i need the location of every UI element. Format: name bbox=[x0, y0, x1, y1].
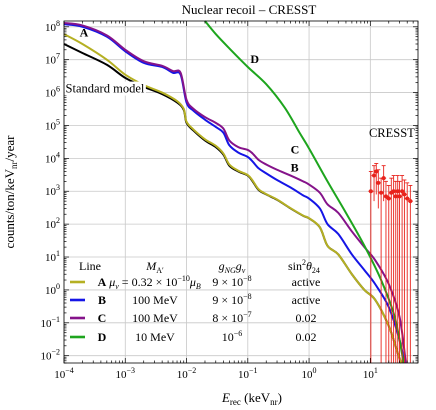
curve-label: Standard model bbox=[66, 82, 145, 96]
y-tick-label: 103 bbox=[45, 183, 60, 198]
x-tick-label: 10−1 bbox=[238, 366, 258, 381]
cresst-point bbox=[402, 192, 407, 197]
cresst-point bbox=[379, 190, 384, 195]
cresst-point bbox=[383, 194, 388, 199]
legend-row-label: A bbox=[98, 275, 107, 289]
x-tick-label: 101 bbox=[363, 366, 378, 381]
cresst-point bbox=[391, 189, 396, 194]
legend-row-coupling: 10−6 bbox=[222, 329, 243, 344]
y-tick-label: 105 bbox=[45, 117, 60, 132]
legend-header-coupling: gNGgν bbox=[219, 259, 246, 275]
curve-label: A bbox=[80, 26, 89, 40]
y-tick-label: 107 bbox=[45, 52, 60, 67]
y-tick-label: 101 bbox=[45, 249, 60, 264]
series-line-c bbox=[63, 22, 407, 364]
cresst-point bbox=[374, 169, 379, 174]
cresst-point bbox=[405, 196, 410, 201]
legend-row-sin2theta: active bbox=[292, 275, 321, 289]
series-layer bbox=[63, 20, 407, 364]
legend-row-mass: 100 MeV bbox=[132, 311, 178, 325]
legend-row-label: B bbox=[98, 293, 106, 307]
y-tick-label: 104 bbox=[45, 150, 60, 165]
x-tick-label: 10−3 bbox=[116, 366, 136, 381]
series-line-d bbox=[204, 20, 405, 364]
cresst-point bbox=[386, 196, 391, 201]
legend-row-mass: μν = 0.32 × 10−10μB bbox=[108, 274, 201, 291]
legend-row-sin2theta: active bbox=[292, 293, 321, 307]
curve-label: D bbox=[250, 52, 259, 66]
legend-header-mass: MA′ bbox=[145, 259, 164, 275]
cresst-point bbox=[372, 173, 377, 178]
cresst-point bbox=[381, 176, 386, 181]
cresst-point bbox=[395, 189, 400, 194]
cresst-point bbox=[397, 194, 402, 199]
cresst-point bbox=[368, 189, 373, 194]
y-tick-label: 100 bbox=[45, 282, 60, 297]
x-tick-label: 10−2 bbox=[177, 366, 197, 381]
legend-row-coupling: 9 × 10−8 bbox=[212, 292, 251, 307]
curve-labels: A Standard model D CB CRESST bbox=[64, 26, 415, 174]
legend-header-line: Line bbox=[79, 259, 101, 273]
cresst-point bbox=[400, 189, 405, 194]
legend-row-coupling: 8 × 10−7 bbox=[212, 310, 251, 325]
curve-label: C bbox=[291, 143, 300, 157]
curve-label: B bbox=[291, 160, 299, 174]
x-tick-label: 10−4 bbox=[54, 366, 74, 381]
legend-row-sin2theta: 0.02 bbox=[296, 311, 317, 325]
cresst-data-layer bbox=[368, 163, 413, 363]
chart-title: Nuclear recoil – CRESST bbox=[182, 2, 317, 17]
plot-frame bbox=[63, 20, 419, 364]
y-axis-label: counts/ton/keVnr/year bbox=[2, 135, 19, 249]
x-tick-label: 100 bbox=[302, 366, 317, 381]
legend: Line MA′ gNGgν sin2θ24 A μν = 0.32 × 10−10μB 9… bbox=[70, 258, 320, 344]
legend-row-mass: 10 MeV bbox=[135, 330, 175, 344]
cresst-point bbox=[393, 194, 398, 199]
y-tick-label: 10−2 bbox=[40, 348, 60, 363]
legend-row-label: D bbox=[98, 330, 107, 344]
legend-row-sin2theta: 0.02 bbox=[296, 330, 317, 344]
legend-row-mass: 100 MeV bbox=[132, 293, 178, 307]
series-line-b bbox=[63, 23, 406, 364]
curve-label: CRESST bbox=[369, 126, 415, 140]
y-tick-label: 102 bbox=[45, 216, 60, 231]
legend-row-coupling: 9 × 10−8 bbox=[212, 274, 251, 289]
y-tick-label: 10−1 bbox=[40, 315, 60, 330]
legend-header-sin2theta: sin2θ24 bbox=[288, 258, 320, 275]
label-background bbox=[64, 81, 146, 96]
cresst-point bbox=[408, 199, 413, 204]
y-tick-label: 108 bbox=[45, 19, 60, 34]
series-line-a bbox=[63, 33, 403, 364]
cresst-point bbox=[376, 180, 381, 185]
legend-row-label: C bbox=[98, 311, 107, 325]
axis-ticks: 10−4 10−3 10−2 10−1 100 101 10−2 10−1 100 101 102 1… bbox=[40, 19, 419, 381]
x-axis-label: Erec (keVnr) bbox=[221, 390, 282, 407]
y-tick-label: 106 bbox=[45, 85, 60, 100]
